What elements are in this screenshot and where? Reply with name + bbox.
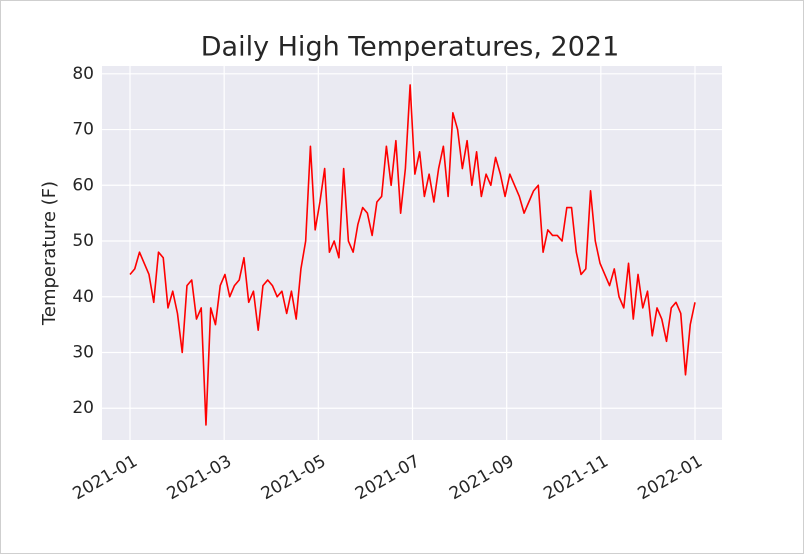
y-tick-label: 50	[72, 231, 94, 251]
y-tick-label: 30	[72, 342, 94, 362]
y-axis-label: Temperature (F)	[39, 181, 60, 326]
chart-title: Daily High Temperatures, 2021	[201, 32, 620, 63]
marks	[129, 84, 696, 426]
data-line	[129, 84, 696, 426]
y-tick-label: 70	[72, 120, 94, 140]
y-tick-label: 80	[72, 64, 94, 84]
y-tick-label: 60	[72, 175, 94, 195]
y-tick-label: 40	[72, 287, 94, 307]
y-tick-label: 20	[72, 398, 94, 418]
